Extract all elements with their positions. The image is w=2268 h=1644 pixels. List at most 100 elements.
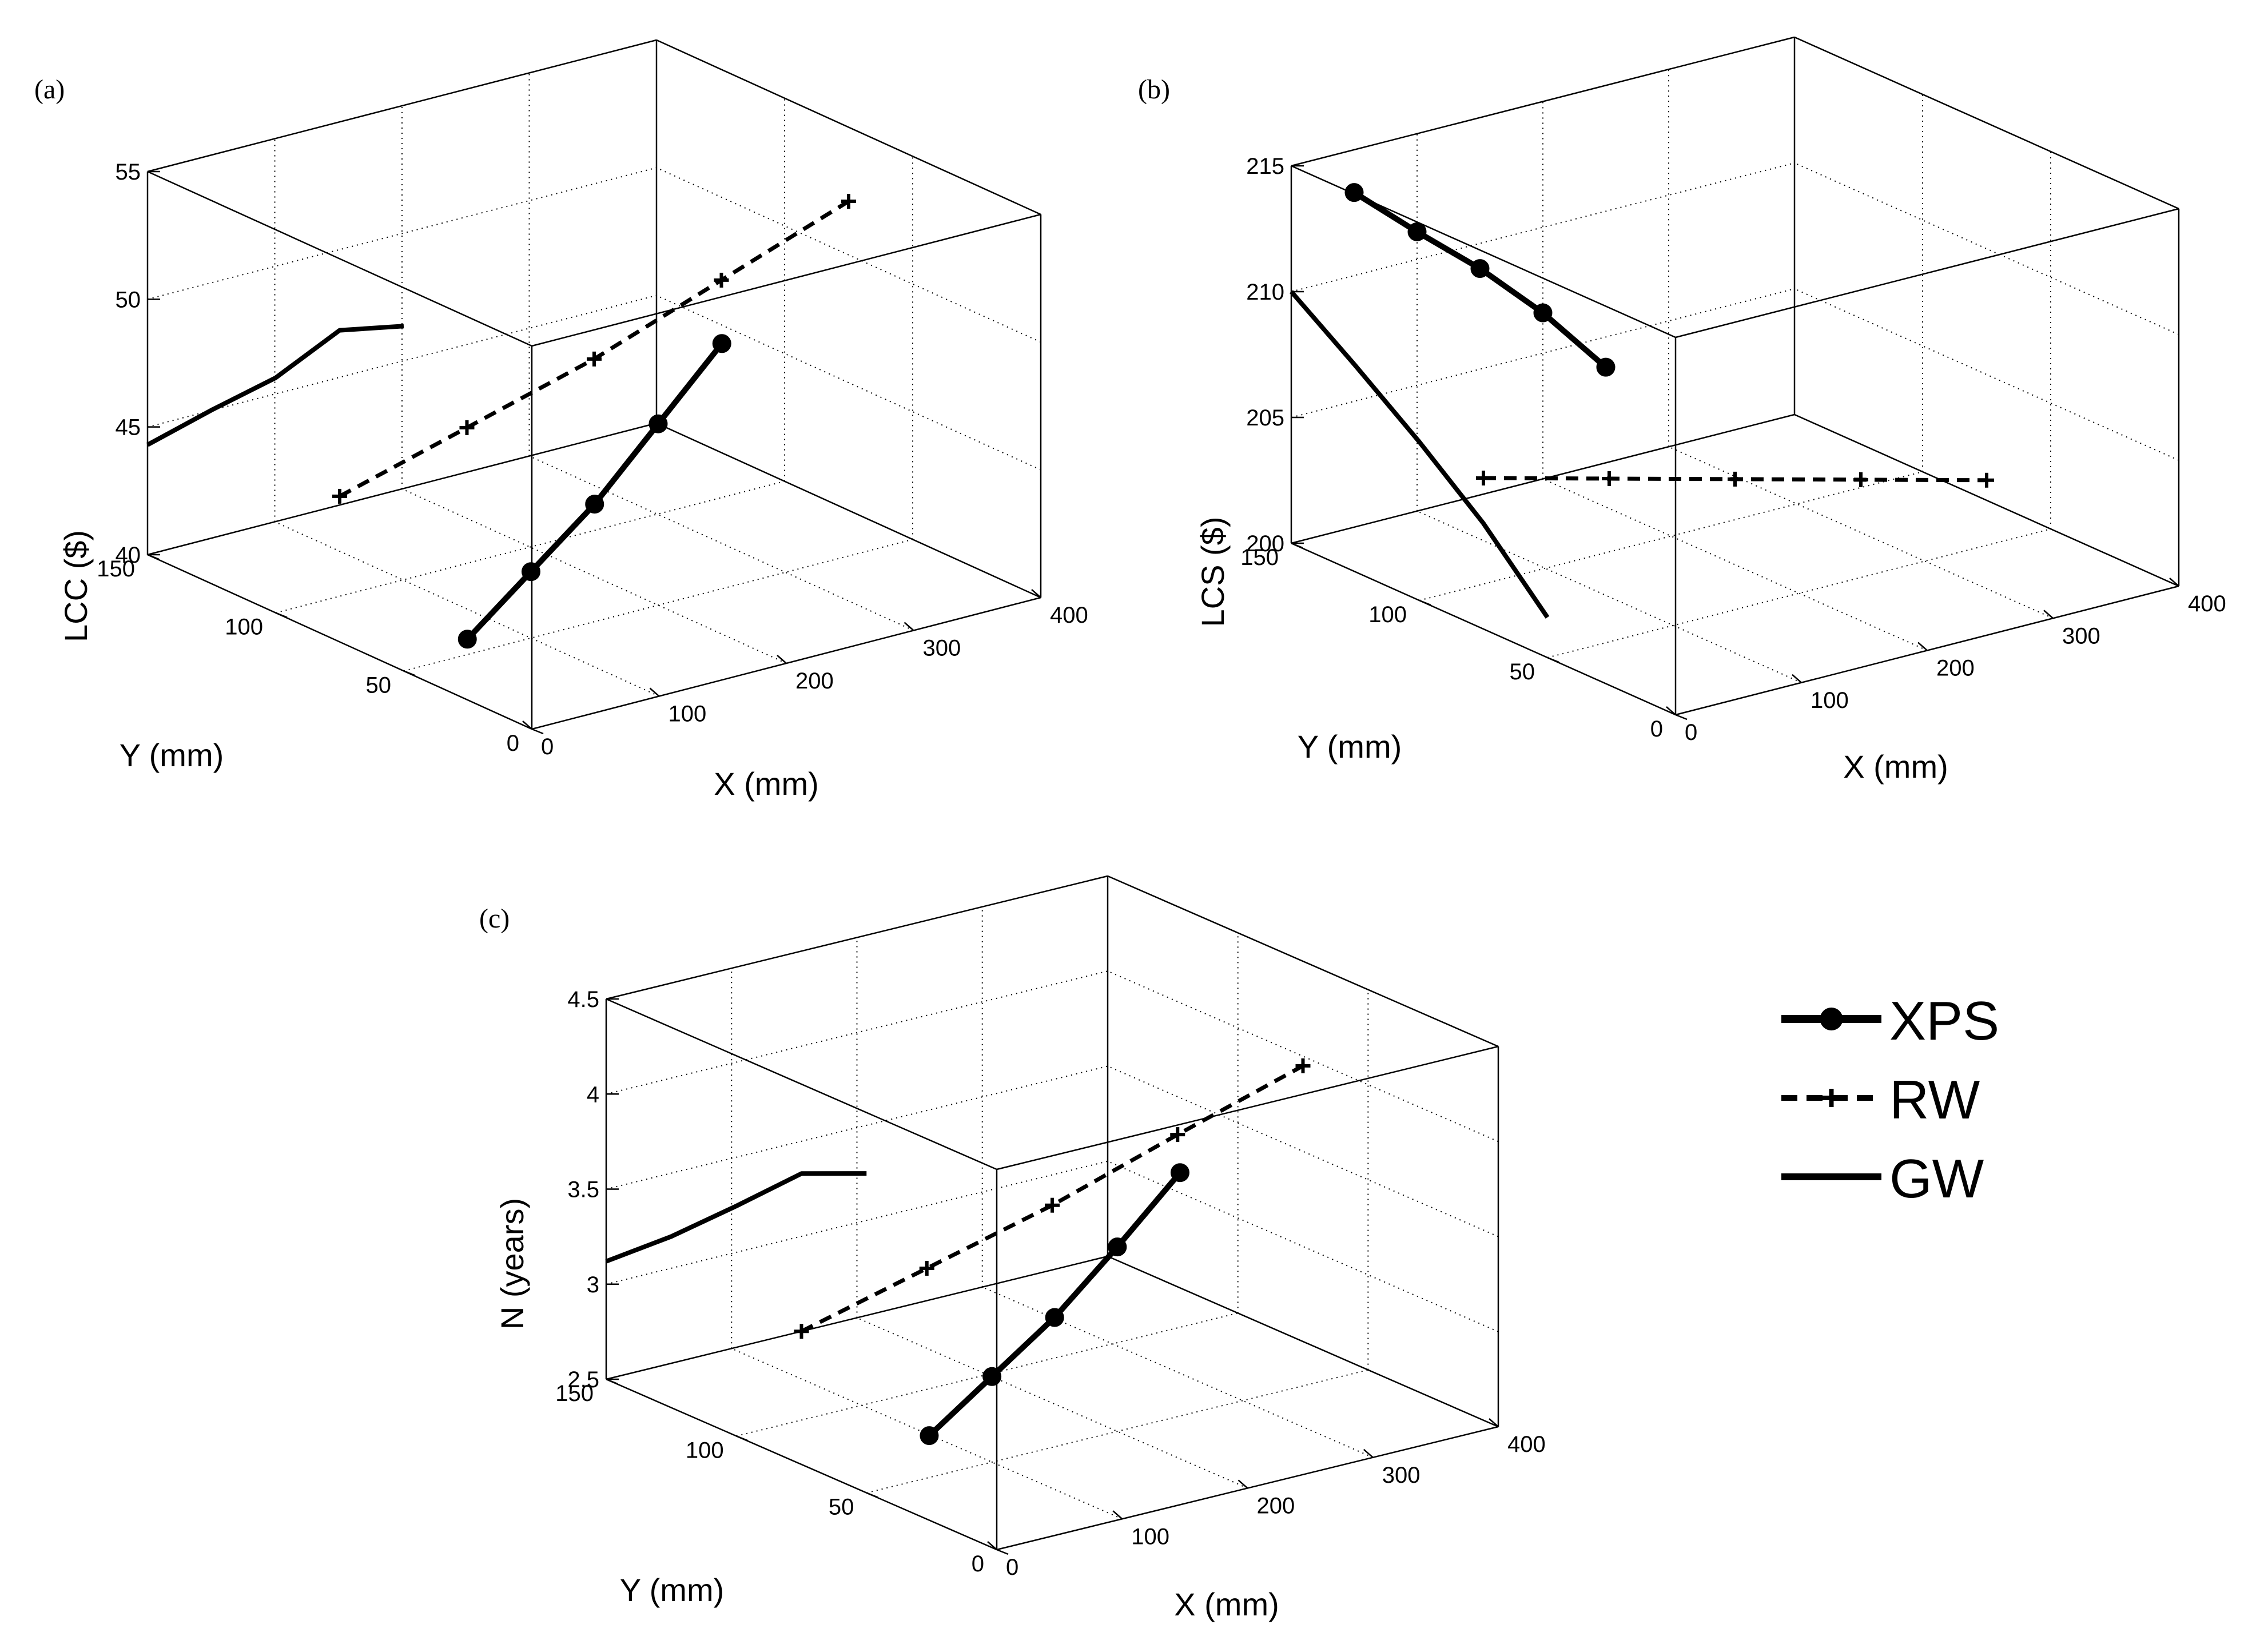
panel-label: (a): [34, 74, 65, 105]
grid-line-backwall-z: [606, 970, 1108, 1095]
box-edge: [656, 39, 1041, 216]
series-rw-marker: [794, 1324, 809, 1339]
series-xps-marker: [1470, 259, 1490, 278]
grid-line-floor-y: [1547, 528, 2051, 658]
x-tick-label: 100: [669, 702, 707, 727]
x-tick-mark: [1238, 1479, 1248, 1489]
y-tick-label: 100: [225, 615, 263, 640]
y-tick-mark: [1675, 714, 1688, 721]
x-tick-mark: [649, 687, 660, 697]
x-tick-label: 400: [1050, 603, 1088, 628]
x-tick-label: 400: [1507, 1432, 1546, 1457]
series-xps-marker: [1170, 1163, 1189, 1183]
legend-xps-marker: [1820, 1008, 1843, 1030]
y-tick-label: 50: [829, 1495, 854, 1520]
series-rw-marker: [841, 194, 856, 209]
grid-line-sidewall-z: [1794, 288, 2179, 461]
x-tick-label: 300: [1382, 1463, 1421, 1488]
grid-line-backwall-z: [147, 167, 657, 300]
x-tick-label: 0: [541, 734, 554, 759]
x-tick-mark: [2043, 610, 2054, 619]
y-tick-mark: [1547, 656, 1559, 663]
chart-panel-c: 2.5 3 3.5 4 4.5 0 50 100 150 0 100 200 300 400 (c) N (y…: [479, 875, 1546, 1622]
series-xps-line: [465, 341, 725, 642]
chart-panel-a: 40 45 50 55 0 50 100 150 0 100 200 300 400 (a) LCC ($)…: [34, 39, 1088, 802]
series-xps-marker: [585, 495, 604, 514]
series-rw-marker: [1045, 1197, 1060, 1213]
grid-line-floor-x: [982, 1286, 1374, 1458]
y-axis-title: Y (mm): [120, 737, 224, 773]
x-tick-label: 100: [1131, 1524, 1169, 1549]
x-tick-label: 200: [1257, 1494, 1295, 1519]
grid-line-backwall-z: [1291, 288, 1795, 418]
box-edge: [1107, 875, 1499, 1048]
series-rw-marker: [919, 1260, 934, 1276]
y-tick-label: 50: [1510, 659, 1535, 684]
x-tick-label: 0: [1685, 720, 1697, 745]
series-rw-line: [800, 1064, 1304, 1333]
chart-panel-b: 200 205 210 215 0 50 100 150 0 100 200 300 400 (b) LCS…: [1138, 36, 2226, 785]
series-rw-marker: [1853, 472, 1868, 487]
series-xps-marker: [712, 334, 731, 353]
box-edge: [606, 1378, 997, 1551]
series-rw-marker: [1295, 1058, 1311, 1073]
series-gw-line: [1289, 290, 1550, 619]
series-rw-marker: [714, 272, 729, 288]
box-edge: [606, 998, 997, 1171]
x-tick-mark: [1666, 706, 1676, 715]
y-tick-label: 100: [1368, 602, 1407, 627]
y-tick-label: 150: [1240, 545, 1279, 570]
y-tick-mark: [403, 670, 416, 676]
y-tick-mark: [866, 1492, 878, 1498]
legend-rw-label: RW: [1889, 1069, 1980, 1131]
y-tick-mark: [531, 728, 544, 735]
series-rw-marker: [459, 420, 475, 435]
box-edge: [1291, 542, 1676, 716]
y-tick-mark: [1291, 542, 1303, 549]
series-xps-marker: [457, 630, 477, 649]
z-tick-label: 50: [116, 287, 141, 312]
x-tick-mark: [904, 622, 914, 631]
series-rw-marker: [332, 488, 347, 504]
series-xps-marker: [1533, 303, 1553, 323]
series-gw-line: [605, 1171, 867, 1264]
grid-line-backwall-z: [606, 1065, 1108, 1190]
series-xps-marker: [648, 414, 668, 433]
x-tick-mark: [1031, 589, 1041, 598]
box-edge: [1107, 1255, 1499, 1428]
x-tick-label: 400: [2188, 591, 2226, 616]
x-tick-mark: [1489, 1418, 1499, 1427]
x-tick-mark: [987, 1541, 997, 1550]
legend-gw-label: GW: [1889, 1148, 1984, 1209]
z-tick-label: 40: [116, 543, 141, 568]
x-tick-label: 200: [795, 668, 834, 694]
series-rw-marker: [1602, 471, 1617, 486]
grid-line-floor-x: [274, 521, 659, 697]
box-edge: [656, 422, 1041, 599]
grid-line-floor-x: [1416, 510, 1802, 683]
y-tick-mark: [996, 1549, 1009, 1555]
y-tick-label: 0: [972, 1551, 984, 1577]
box-edge: [1291, 413, 1795, 544]
y-tick-label: 100: [686, 1438, 724, 1463]
z-tick-label: 3.5: [567, 1177, 599, 1203]
z-tick-label: 55: [116, 160, 141, 185]
grid-line-sidewall-z: [1794, 162, 2179, 335]
x-tick-mark: [1792, 674, 1802, 683]
series-xps-marker: [1108, 1237, 1127, 1257]
grid-line-backwall-z: [147, 294, 657, 428]
series-xps-line: [927, 1171, 1183, 1438]
grid-line-floor-y: [275, 480, 785, 614]
grid-line-floor-y: [403, 539, 913, 672]
y-tick-mark: [147, 554, 160, 560]
box-edge: [531, 213, 1041, 347]
grid-line-floor-x: [857, 1317, 1248, 1489]
z-axis-title: LCS ($): [1195, 517, 1231, 627]
box-edge: [147, 39, 657, 173]
x-tick-label: 200: [1936, 656, 1975, 681]
z-tick-label: 45: [116, 415, 141, 440]
x-tick-label: 100: [1811, 688, 1849, 713]
y-tick-mark: [275, 612, 288, 618]
x-tick-mark: [1112, 1510, 1123, 1520]
y-tick-mark: [606, 1378, 618, 1385]
